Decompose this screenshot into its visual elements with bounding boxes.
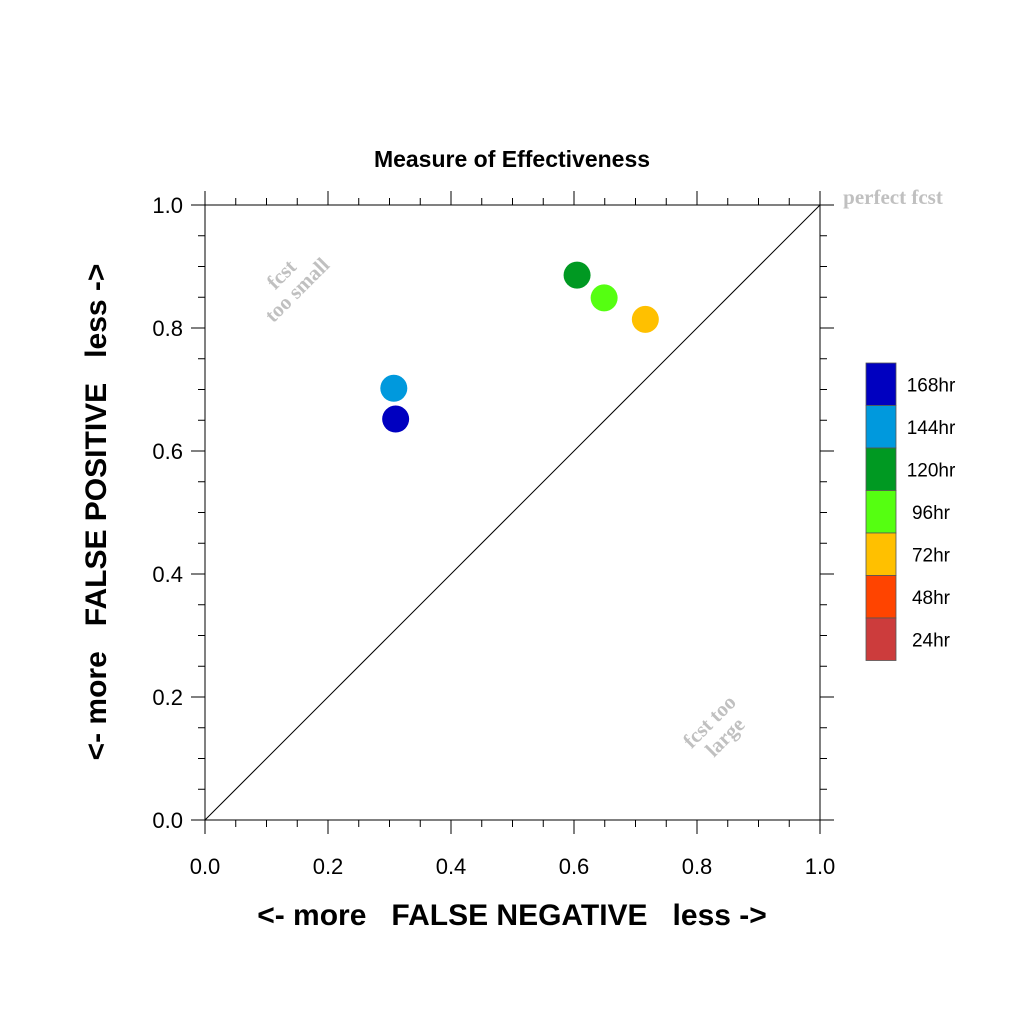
perfect-forecast-diagonal	[204, 204, 821, 821]
axis-ticks	[191, 191, 834, 834]
x-tick-label: 0.4	[436, 854, 467, 879]
data-points	[380, 261, 659, 433]
data-point-120hr	[563, 261, 591, 289]
too-large-annotation: fcst too large	[678, 690, 749, 761]
y-axis-title: <- more FALSE POSITIVE less ->	[80, 264, 113, 761]
x-tick-label: 1.0	[805, 854, 836, 879]
x-tick-label: 0.8	[682, 854, 713, 879]
legend-label-72hr: 72hr	[912, 545, 951, 566]
legend-swatch-24hr	[865, 617, 897, 661]
data-point-144hr	[380, 374, 408, 402]
legend-label-168hr: 168hr	[907, 375, 956, 396]
legend-swatch-72hr	[865, 532, 897, 576]
x-axis-title: <- more FALSE NEGATIVE less ->	[257, 899, 767, 932]
y-tick-label: 1.0	[152, 193, 183, 218]
legend-label-144hr: 144hr	[907, 418, 956, 439]
legend-label-120hr: 120hr	[907, 460, 956, 481]
legend-label-96hr: 96hr	[912, 503, 951, 524]
too-small-line2: too small	[260, 253, 334, 327]
legend-swatch-168hr	[865, 362, 897, 406]
legend: 168hr 144hr 120hr 96hr 72hr 48hr 24hr	[865, 362, 956, 661]
y-tick-label: 0.2	[152, 685, 183, 710]
data-point-96hr	[590, 284, 618, 312]
x-tick-label: 0.0	[190, 854, 221, 879]
chart-title: Measure of Effectiveness	[374, 146, 650, 172]
too-small-annotation: fcst too small	[260, 253, 334, 327]
y-tick-label: 0.0	[152, 808, 183, 833]
x-tick-label: 0.6	[559, 854, 590, 879]
y-tick-label: 0.6	[152, 439, 183, 464]
legend-label-24hr: 24hr	[912, 630, 951, 651]
perfect-fcst-annotation: perfect fcst	[843, 185, 943, 209]
axis-tick-labels: 0.0 0.2 0.4 0.6 0.8 1.0 0.0 0.2 0.4 0.6 0.8 1.0	[152, 193, 835, 879]
legend-label-48hr: 48hr	[912, 588, 951, 609]
legend-swatch-144hr	[865, 405, 897, 449]
legend-swatch-96hr	[865, 490, 897, 534]
legend-swatch-120hr	[865, 447, 897, 491]
data-point-168hr	[382, 405, 410, 433]
data-point-72hr	[631, 305, 659, 333]
x-tick-label: 0.2	[313, 854, 344, 879]
y-tick-label: 0.4	[152, 562, 183, 587]
y-tick-label: 0.8	[152, 316, 183, 341]
legend-swatch-48hr	[865, 575, 897, 619]
